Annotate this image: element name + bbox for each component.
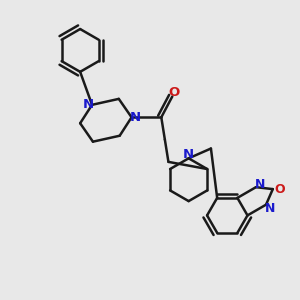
Text: O: O <box>274 183 285 196</box>
Text: N: N <box>255 178 265 191</box>
Text: O: O <box>168 86 180 99</box>
Text: N: N <box>130 111 141 124</box>
Text: N: N <box>265 202 275 215</box>
Text: N: N <box>82 98 93 111</box>
Text: N: N <box>183 148 194 161</box>
